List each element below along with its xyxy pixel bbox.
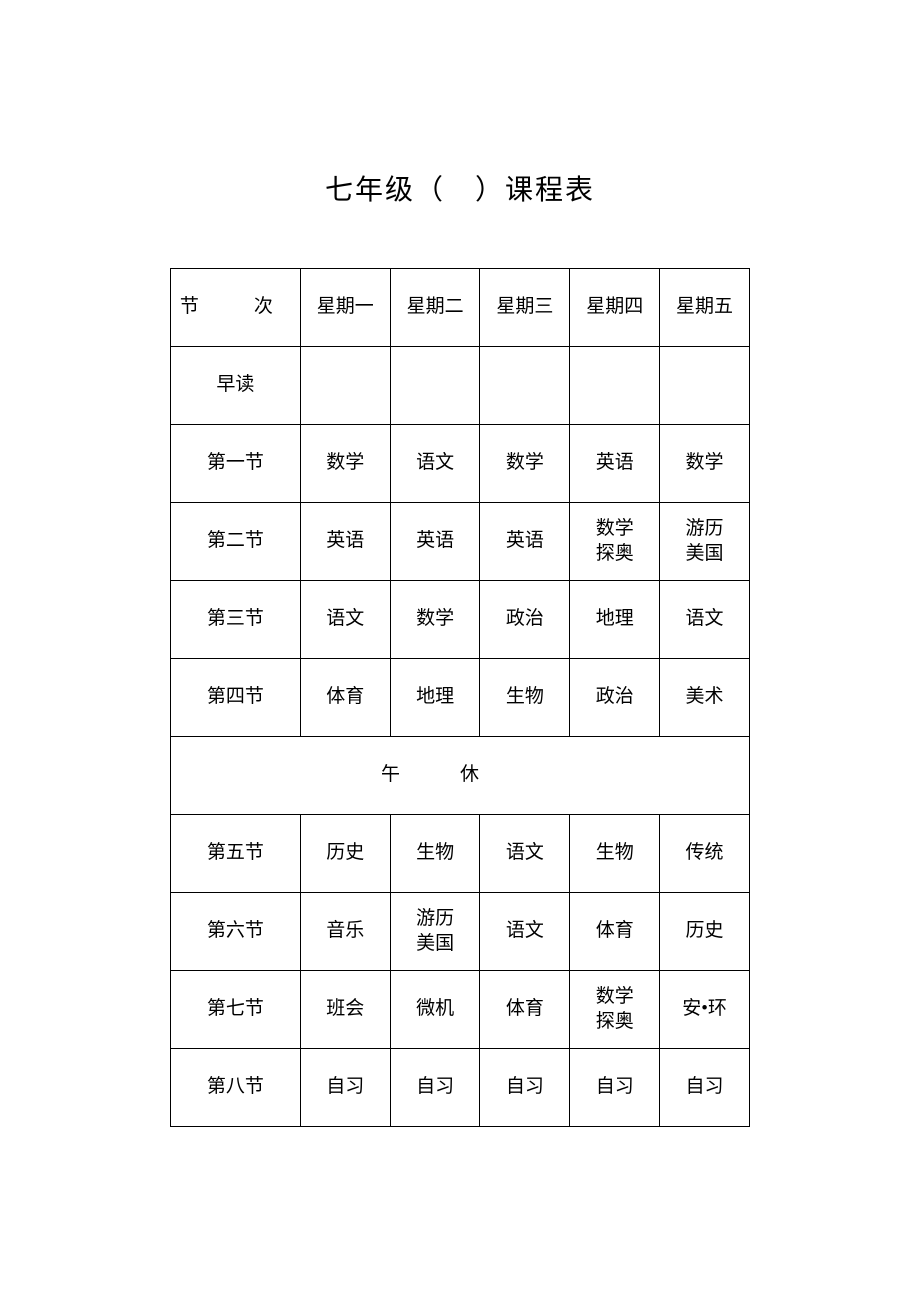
cell-p5-fri: 传统 [660, 815, 750, 893]
cell-p4-thu: 政治 [570, 659, 660, 737]
period-4-label: 第四节 [171, 659, 301, 737]
cell-reading-mon [300, 347, 390, 425]
cell-p5-thu: 生物 [570, 815, 660, 893]
cell-p4-fri: 美术 [660, 659, 750, 737]
cell-p7-wed: 体育 [480, 971, 570, 1049]
period-7-row: 第七节 班会 微机 体育 数学探奥 安•环 [171, 971, 750, 1049]
cell-p7-tue: 微机 [390, 971, 480, 1049]
period-3-row: 第三节 语文 数学 政治 地理 语文 [171, 581, 750, 659]
day-header-thu: 星期四 [570, 269, 660, 347]
cell-p6-thu: 体育 [570, 893, 660, 971]
cell-p7-thu: 数学探奥 [570, 971, 660, 1049]
cell-p8-tue: 自习 [390, 1049, 480, 1127]
cell-p4-wed: 生物 [480, 659, 570, 737]
cell-reading-thu [570, 347, 660, 425]
cell-p6-wed: 语文 [480, 893, 570, 971]
cell-reading-fri [660, 347, 750, 425]
day-header-wed: 星期三 [480, 269, 570, 347]
period-5-row: 第五节 历史 生物 语文 生物 传统 [171, 815, 750, 893]
cell-p2-tue: 英语 [390, 503, 480, 581]
cell-p2-fri: 游历美国 [660, 503, 750, 581]
cell-p8-fri: 自习 [660, 1049, 750, 1127]
cell-p2-thu: 数学探奥 [570, 503, 660, 581]
cell-p7-mon: 班会 [300, 971, 390, 1049]
period-1-label: 第一节 [171, 425, 301, 503]
schedule-table: 节 次 星期一 星期二 星期三 星期四 星期五 早读 第一节 数学 语文 数学 … [170, 268, 750, 1127]
period-8-row: 第八节 自习 自习 自习 自习 自习 [171, 1049, 750, 1127]
cell-p3-fri: 语文 [660, 581, 750, 659]
page-title: 七年级（ ）课程表 [0, 0, 920, 268]
period-4-row: 第四节 体育 地理 生物 政治 美术 [171, 659, 750, 737]
cell-p8-wed: 自习 [480, 1049, 570, 1127]
cell-p3-wed: 政治 [480, 581, 570, 659]
cell-p4-mon: 体育 [300, 659, 390, 737]
period-7-label: 第七节 [171, 971, 301, 1049]
cell-p7-fri: 安•环 [660, 971, 750, 1049]
cell-p4-tue: 地理 [390, 659, 480, 737]
cell-p2-mon: 英语 [300, 503, 390, 581]
cell-p2-wed: 英语 [480, 503, 570, 581]
period-2-label: 第二节 [171, 503, 301, 581]
morning-reading-row: 早读 [171, 347, 750, 425]
cell-p5-mon: 历史 [300, 815, 390, 893]
lunch-label: 午休 [171, 737, 750, 815]
cell-p3-thu: 地理 [570, 581, 660, 659]
lunch-row: 午休 [171, 737, 750, 815]
period-6-label: 第六节 [171, 893, 301, 971]
period-1-row: 第一节 数学 语文 数学 英语 数学 [171, 425, 750, 503]
period-header: 节 次 [171, 269, 301, 347]
cell-reading-wed [480, 347, 570, 425]
period-3-label: 第三节 [171, 581, 301, 659]
cell-p3-tue: 数学 [390, 581, 480, 659]
morning-reading-label: 早读 [171, 347, 301, 425]
cell-p1-fri: 数学 [660, 425, 750, 503]
cell-p8-thu: 自习 [570, 1049, 660, 1127]
cell-p5-tue: 生物 [390, 815, 480, 893]
cell-p1-thu: 英语 [570, 425, 660, 503]
header-row: 节 次 星期一 星期二 星期三 星期四 星期五 [171, 269, 750, 347]
day-header-fri: 星期五 [660, 269, 750, 347]
period-5-label: 第五节 [171, 815, 301, 893]
cell-p1-wed: 数学 [480, 425, 570, 503]
cell-p1-tue: 语文 [390, 425, 480, 503]
cell-reading-tue [390, 347, 480, 425]
cell-p6-fri: 历史 [660, 893, 750, 971]
cell-p3-mon: 语文 [300, 581, 390, 659]
cell-p6-mon: 音乐 [300, 893, 390, 971]
cell-p5-wed: 语文 [480, 815, 570, 893]
period-6-row: 第六节 音乐 游历美国 语文 体育 历史 [171, 893, 750, 971]
day-header-tue: 星期二 [390, 269, 480, 347]
day-header-mon: 星期一 [300, 269, 390, 347]
cell-p6-tue: 游历美国 [390, 893, 480, 971]
period-8-label: 第八节 [171, 1049, 301, 1127]
period-2-row: 第二节 英语 英语 英语 数学探奥 游历美国 [171, 503, 750, 581]
cell-p8-mon: 自习 [300, 1049, 390, 1127]
cell-p1-mon: 数学 [300, 425, 390, 503]
